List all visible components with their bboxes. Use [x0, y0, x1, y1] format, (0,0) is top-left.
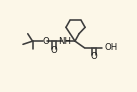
Text: O: O: [51, 46, 57, 55]
Text: O: O: [91, 52, 98, 61]
Text: NH: NH: [58, 37, 71, 46]
Text: OH: OH: [105, 43, 118, 52]
Text: O: O: [42, 37, 49, 46]
